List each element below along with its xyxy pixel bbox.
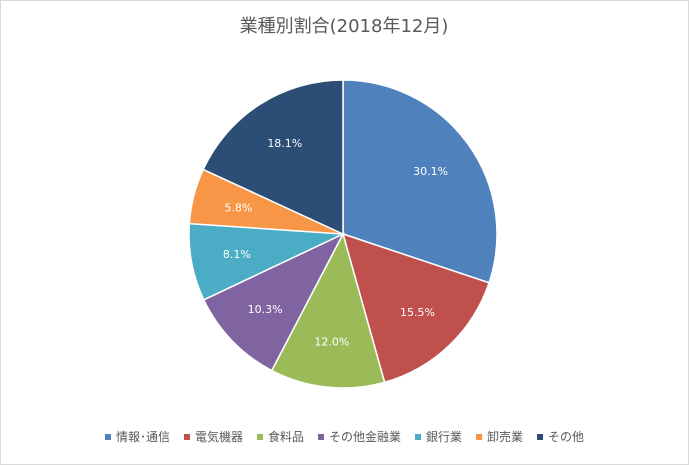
- legend-item: 電気機器: [183, 429, 243, 444]
- legend-item: 銀行業: [415, 430, 462, 444]
- legend-item: その他: [537, 430, 584, 444]
- legend-label: 電気機器: [195, 429, 243, 444]
- pie-slice: [202, 79, 344, 236]
- pie-slice: [270, 231, 386, 389]
- pie-slice: [202, 232, 345, 372]
- legend-label: 卸売業: [487, 429, 523, 444]
- legend: 情報･通信 電気機器 食料品 その他金融業 銀行業 卸売業 その他: [104, 429, 584, 444]
- pie-slice-labels: 30.1% 15.5% 12.0% 10.3% 8.1% 5.8% 18.1%: [223, 137, 448, 348]
- slice-data-label: 10.3%: [248, 303, 283, 316]
- legend-item: 食料品: [256, 429, 304, 444]
- legend-label: 食料品: [268, 429, 304, 444]
- legend-swatch: [476, 434, 483, 440]
- slice-data-label: 15.5%: [400, 306, 435, 319]
- legend-label: 銀行業: [426, 430, 462, 444]
- legend-label: 情報･通信: [116, 430, 170, 444]
- legend-item: その他金融業: [317, 429, 401, 444]
- legend-swatch: [183, 434, 190, 440]
- legend-label: その他: [548, 430, 584, 444]
- legend-swatch: [537, 434, 544, 440]
- legend-swatch: [415, 434, 422, 440]
- legend-label: その他金融業: [329, 429, 401, 444]
- pie-slice: [342, 79, 498, 284]
- pie-slice: [341, 232, 491, 384]
- chart-title: 業種別割合(2018年12月): [240, 16, 449, 37]
- slice-data-label: 30.1%: [413, 165, 448, 178]
- slice-data-label: 8.1%: [223, 248, 251, 261]
- pie-slices: [188, 79, 498, 389]
- slice-data-label: 18.1%: [267, 137, 302, 150]
- legend-swatch: [104, 434, 111, 440]
- slice-data-label: 5.8%: [224, 201, 252, 214]
- legend-item: 情報･通信: [104, 430, 170, 444]
- legend-swatch: [256, 434, 263, 440]
- legend-item: 卸売業: [476, 429, 523, 444]
- slice-data-label: 12.0%: [314, 335, 349, 348]
- legend-swatch: [317, 434, 324, 440]
